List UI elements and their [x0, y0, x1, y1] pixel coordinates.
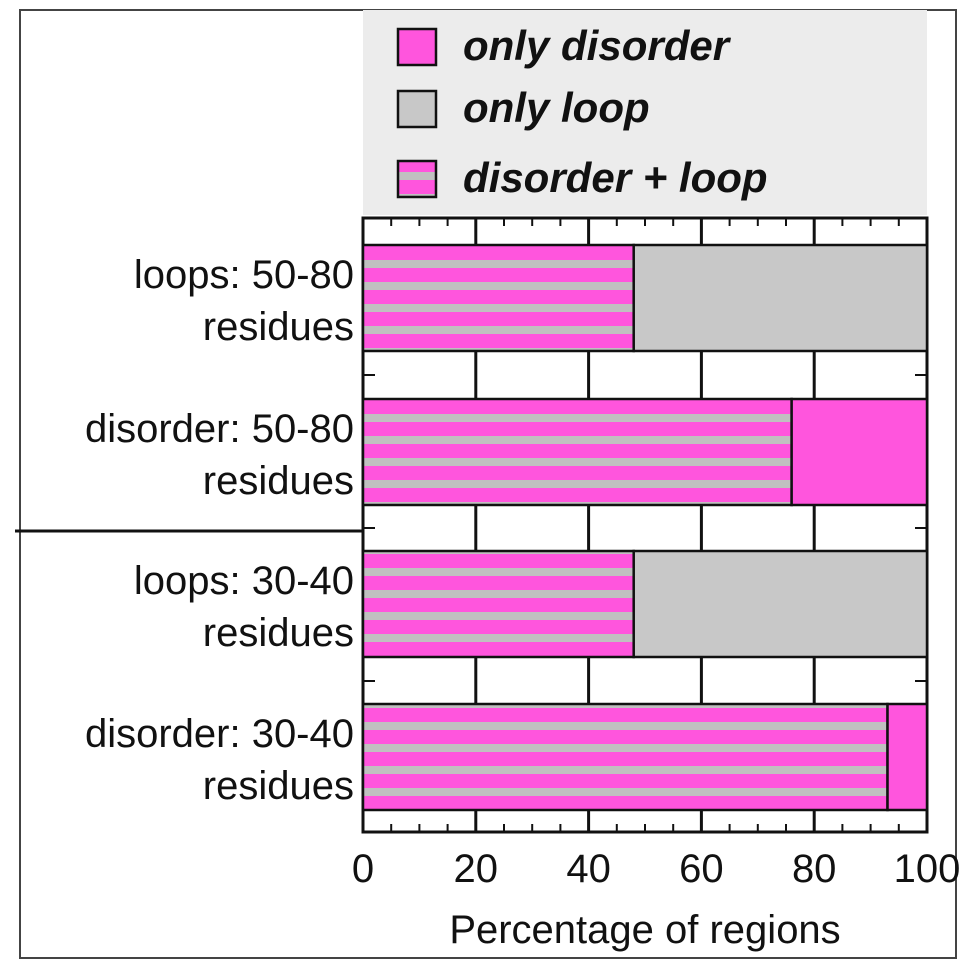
bar-segment-loop-1 — [632, 243, 929, 353]
category-label-line-1-2: residues — [203, 305, 354, 349]
category-label-1: loops: 50-80 residues — [134, 253, 354, 349]
category-label-line-2-2: residues — [203, 459, 354, 503]
legend: only disorder only loop disorder + loop — [363, 10, 927, 215]
legend-background — [363, 10, 927, 215]
bar-segment-dis-2 — [790, 397, 929, 507]
bar-segment-loop-3 — [632, 549, 929, 659]
legend-label-loop: only loop — [463, 84, 650, 131]
bar-row-3 — [361, 549, 929, 659]
category-label-line-2-1: disorder: 50-80 — [85, 407, 354, 451]
bar-segment-both-1 — [361, 243, 635, 353]
bar-segment-dis-4 — [886, 702, 929, 812]
x-tick-label-20: 20 — [454, 847, 499, 891]
category-label-2: disorder: 50-80 residues — [85, 407, 354, 503]
legend-item-dis: only disorder — [396, 22, 732, 69]
category-labels: loops: 50-80 residues disorder: 50-80 resid… — [85, 253, 354, 808]
bar-segment-both-3 — [361, 549, 635, 659]
legend-item-both: disorder + loop — [396, 154, 768, 201]
legend-item-loop: only loop — [396, 84, 650, 131]
category-label-3: loops: 30-40 residues — [134, 559, 354, 655]
category-label-4: disorder: 30-40 residues — [85, 712, 354, 808]
category-label-line-3-2: residues — [203, 611, 354, 655]
category-label-line-4-1: disorder: 30-40 — [85, 712, 354, 756]
legend-swatch-dis — [396, 27, 438, 67]
bar-row-1 — [361, 243, 929, 353]
bars — [361, 243, 929, 812]
legend-swatch-loop — [396, 89, 438, 129]
x-axis-title: Percentage of regions — [449, 908, 840, 952]
legend-swatch-both — [396, 159, 438, 199]
x-axis-tick-labels: 0 20 40 60 80 100 — [352, 847, 961, 891]
bar-row-2 — [361, 397, 929, 507]
x-tick-label-0: 0 — [352, 847, 374, 891]
category-label-line-4-2: residues — [203, 764, 354, 808]
bar-segment-both-2 — [361, 397, 793, 507]
category-label-line-3-1: loops: 30-40 — [134, 559, 354, 603]
x-tick-label-40: 40 — [566, 847, 611, 891]
legend-label-both: disorder + loop — [463, 154, 768, 201]
bar-row-4 — [361, 702, 929, 812]
category-label-line-1-1: loops: 50-80 — [134, 253, 354, 297]
x-tick-label-60: 60 — [679, 847, 724, 891]
legend-label-dis: only disorder — [463, 22, 732, 69]
x-tick-label-80: 80 — [792, 847, 837, 891]
bar-segment-both-4 — [361, 702, 889, 812]
minor-ticks — [363, 218, 927, 832]
x-tick-label-100: 100 — [894, 847, 961, 891]
